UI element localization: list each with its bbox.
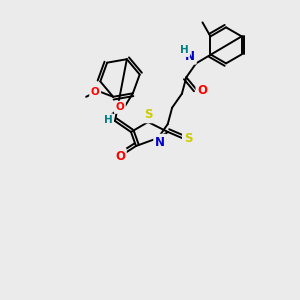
Text: S: S bbox=[184, 131, 192, 145]
Text: S: S bbox=[144, 109, 152, 122]
Text: O: O bbox=[197, 84, 207, 97]
Text: O: O bbox=[116, 102, 124, 112]
Text: O: O bbox=[115, 149, 125, 163]
Text: N: N bbox=[185, 50, 195, 63]
Text: H: H bbox=[180, 45, 188, 56]
Text: H: H bbox=[103, 115, 112, 125]
Text: N: N bbox=[155, 136, 165, 148]
Text: O: O bbox=[91, 87, 100, 97]
